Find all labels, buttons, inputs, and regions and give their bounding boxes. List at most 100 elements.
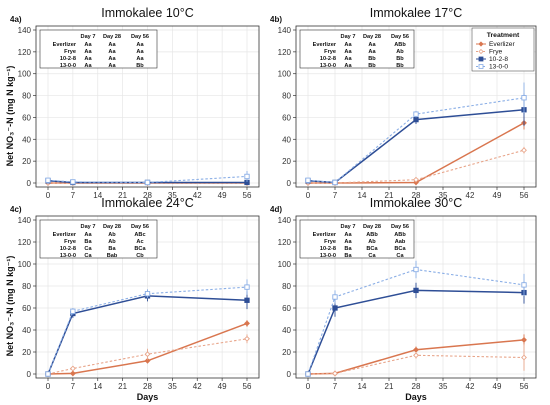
series-13-0-0 [305,260,527,377]
table-cell: Aa [344,56,352,62]
table-cell: Ac [136,239,143,245]
y-tick-label: 60 [282,304,291,313]
table-row-label: Everlizer [313,42,337,48]
data-point [332,370,338,377]
letters-table: Day 7 Day 28 Day 56 Everlizer Aa ABb ABb Frye Aa… [299,219,415,259]
x-tick-label: 0 [306,191,311,200]
panel-title: Immokalee 10°C [101,6,194,20]
x-tick-label: 21 [118,382,127,391]
table-header: Day 28 [363,34,381,40]
data-point [244,284,250,290]
table-cell: ABb [394,42,406,48]
data-point [521,147,527,154]
table-cell: Aa [136,56,144,62]
table-cell: Ca [396,253,404,259]
table-cell: Aa [344,49,352,55]
table-box [299,29,415,69]
y-tick-label: 120 [18,48,32,57]
y-tick-label: 80 [22,92,31,101]
y-tick-label: 140 [18,216,32,225]
y-tick-label: 60 [22,113,31,122]
table-row-label: 10-2-8 [60,246,76,252]
table-cell: Aa [136,49,144,55]
x-tick-label: 28 [412,191,421,200]
data-point [521,354,527,361]
y-tick-label: 80 [282,282,291,291]
panel-tag: 4b) [270,15,282,24]
data-point [69,370,76,377]
x-tick-label: 28 [143,382,152,391]
data-point [332,179,338,186]
table-cell: Aa [344,239,352,245]
table-row-label: 13-0-0 [320,63,336,69]
x-tick-label: 35 [439,382,448,391]
legend-marker [478,64,484,69]
data-point [521,282,527,288]
y-tick-label: 0 [27,179,32,188]
table-cell: Aa [108,42,116,48]
x-tick-label: 35 [168,191,177,200]
table-cell: Aa [344,63,352,69]
table-cell: Ba [108,246,116,252]
y-tick-label: 40 [282,135,291,144]
table-cell: Aa [108,49,116,55]
table-cell: Aa [344,232,352,238]
data-point [244,173,250,180]
series-13-0-0 [305,82,527,186]
table-header: Day 7 [341,34,356,40]
table-row-label: Everlizer [53,232,77,238]
y-tick-label: 100 [278,70,292,79]
x-tick-label: 7 [71,191,76,200]
table-row-label: 10-2-8 [320,56,336,62]
data-point [413,287,419,294]
legend-title: Treatment [487,32,520,39]
x-tick-label: 56 [520,382,529,391]
table-header: Day 28 [363,224,381,230]
y-axis-title-top: Net NO₃⁻-N (mg N kg⁻¹) [5,66,15,167]
y-tick-label: 80 [282,92,291,101]
data-point [305,177,311,183]
x-tick-label: 49 [493,382,502,391]
data-point [244,297,250,303]
table-cell: Ba [344,246,352,252]
y-tick-label: 0 [287,370,292,379]
data-point [69,365,76,372]
y-tick-label: 0 [27,370,32,379]
y-tick-label: 120 [278,238,292,247]
x-tick-label: 35 [439,191,448,200]
table-cell: Ab [108,232,116,238]
table-cell: Ab [396,49,404,55]
x-tick-label: 21 [385,382,394,391]
table-header: Day 7 [341,224,356,230]
x-tick-label: 56 [243,191,252,200]
table-cell: BCa [134,246,146,252]
x-tick-label: 49 [218,382,227,391]
x-axis-title: Days [405,392,427,402]
table-header: Day 56 [131,224,149,230]
series-line [47,175,248,184]
table-header: Day 56 [391,224,409,230]
x-tick-label: 14 [358,191,367,200]
series-13-0-0 [45,170,250,186]
legend-marker [478,48,484,55]
table-cell: Aa [84,56,92,62]
table-cell: Ba [344,253,352,259]
x-tick-label: 21 [118,191,127,200]
series-line [47,286,248,375]
table-cell: Ab [368,239,376,245]
table-cell: Aa [108,56,116,62]
table-cell: ABb [394,232,406,238]
data-point [305,371,311,377]
y-tick-label: 20 [22,348,31,357]
data-point [332,305,338,311]
table-row-label: Everlizer [313,232,337,238]
panel-4: 0 20 40 60 80 100 120 140 0 7 14 21 28 35 42 49 56 Immoka… [270,196,537,402]
table-row-label: Frye [324,239,336,245]
table-cell: Bb [396,56,404,62]
panel-3: 0 20 40 60 80 100 120 140 0 7 14 21 28 35 42 49 56 Immoka… [10,196,260,402]
data-point [521,336,527,343]
